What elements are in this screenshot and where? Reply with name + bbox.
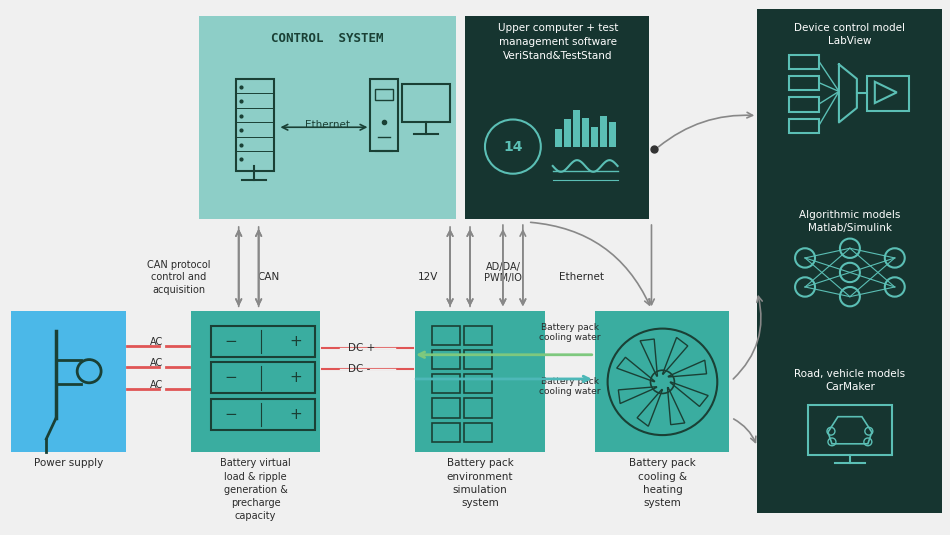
- Text: AC: AC: [150, 337, 163, 347]
- Bar: [432, 350, 460, 369]
- Text: Battery virtual
load & ripple
generation &
precharge
capacity: Battery virtual load & ripple generation…: [220, 458, 291, 521]
- Bar: [432, 374, 460, 393]
- Text: −: −: [224, 370, 238, 386]
- Text: DC +: DC +: [349, 343, 375, 353]
- Text: Battery pack
environment
simulation
system: Battery pack environment simulation syst…: [446, 458, 513, 508]
- Bar: [432, 423, 460, 442]
- Bar: [464, 374, 492, 393]
- Bar: [757, 9, 941, 513]
- Bar: [191, 311, 320, 452]
- Text: Battery pack
cooling water: Battery pack cooling water: [539, 377, 600, 396]
- Text: 12V: 12V: [418, 272, 438, 282]
- Text: AC: AC: [150, 380, 163, 390]
- Bar: [402, 83, 450, 123]
- Bar: [211, 399, 315, 430]
- Text: CONTROL  SYSTEM: CONTROL SYSTEM: [271, 33, 384, 45]
- Bar: [236, 79, 274, 171]
- Bar: [211, 326, 315, 357]
- Text: CAN protocol
control and
acquisition: CAN protocol control and acquisition: [147, 260, 211, 295]
- Bar: [415, 311, 544, 452]
- Text: AC: AC: [150, 358, 163, 369]
- Text: −: −: [224, 334, 238, 349]
- Bar: [199, 16, 456, 219]
- Text: +: +: [289, 407, 302, 422]
- Text: Ethernet: Ethernet: [560, 272, 604, 282]
- Text: +: +: [289, 370, 302, 386]
- Text: −: −: [224, 407, 238, 422]
- Bar: [432, 399, 460, 418]
- Bar: [609, 123, 616, 147]
- Bar: [573, 110, 580, 147]
- Text: Battery pack
cooling &
heating
system: Battery pack cooling & heating system: [629, 458, 695, 508]
- Bar: [375, 88, 393, 100]
- Bar: [464, 423, 492, 442]
- Bar: [555, 129, 561, 147]
- Text: Device control model
LabView: Device control model LabView: [794, 22, 905, 46]
- Bar: [466, 16, 650, 219]
- Bar: [11, 311, 126, 452]
- Bar: [599, 116, 607, 147]
- Bar: [370, 79, 398, 151]
- Bar: [464, 326, 492, 345]
- Text: 14: 14: [504, 140, 522, 154]
- Text: CAN: CAN: [257, 272, 279, 282]
- Bar: [581, 118, 589, 147]
- Text: Upper computer + test
management software
VeriStand&TestStand: Upper computer + test management softwar…: [498, 22, 618, 60]
- Bar: [432, 326, 460, 345]
- Text: Ethernet: Ethernet: [305, 120, 350, 131]
- Bar: [789, 119, 819, 133]
- Bar: [464, 399, 492, 418]
- Text: Road, vehicle models
CarMaker: Road, vehicle models CarMaker: [794, 369, 905, 393]
- Bar: [211, 363, 315, 393]
- Text: Battery pack
cooling water: Battery pack cooling water: [539, 323, 600, 342]
- Bar: [464, 350, 492, 369]
- Bar: [789, 97, 819, 112]
- Bar: [591, 127, 598, 147]
- Bar: [866, 76, 909, 111]
- Text: Algorithmic models
Matlab/Simulink: Algorithmic models Matlab/Simulink: [799, 210, 901, 233]
- Text: DC -: DC -: [349, 364, 370, 374]
- Bar: [808, 405, 892, 455]
- Bar: [563, 119, 571, 147]
- Text: AD/DA/
PWM/IO: AD/DA/ PWM/IO: [484, 262, 522, 283]
- Bar: [789, 55, 819, 69]
- Bar: [789, 76, 819, 90]
- Bar: [595, 311, 730, 452]
- Text: +: +: [289, 334, 302, 349]
- Text: Power supply: Power supply: [33, 458, 103, 468]
